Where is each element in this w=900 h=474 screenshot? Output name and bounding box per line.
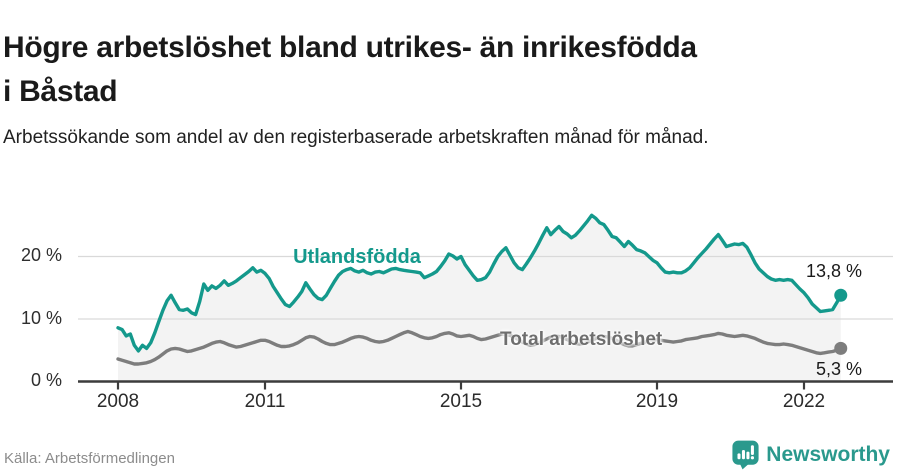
series-line-total-arbetsloshet bbox=[116, 329, 843, 366]
page-subtitle: Arbetssökande som andel av den registerb… bbox=[3, 127, 709, 148]
newsworthy-logo-icon bbox=[732, 440, 759, 470]
x-axis-label-2008: 2008 bbox=[96, 391, 140, 412]
x-axis-label-2019: 2019 bbox=[635, 391, 679, 412]
x-axis-label-2015: 2015 bbox=[439, 391, 483, 412]
y-axis-label-10: 10 % bbox=[20, 308, 62, 328]
series-line-utlandsfodda bbox=[116, 213, 843, 353]
series-label-utlandsfodda: Utlandsfödda bbox=[293, 246, 421, 268]
area-fill-utlandsfodda bbox=[118, 215, 841, 382]
end-value-label-total: 5,3 % bbox=[816, 359, 863, 379]
end-dot-utlandsfodda bbox=[834, 288, 848, 302]
line-chart bbox=[78, 213, 893, 390]
end-value-label-utlandsfodda: 13,8 % bbox=[806, 261, 863, 281]
x-axis-label-2022: 2022 bbox=[782, 391, 826, 412]
y-axis-label-20: 20 % bbox=[20, 245, 62, 265]
newsworthy-logo-text: Newsworthy bbox=[766, 443, 890, 466]
newsworthy-logo-link[interactable]: Newsworthy bbox=[732, 440, 890, 470]
x-axis-label-2011: 2011 bbox=[244, 391, 286, 412]
end-dot-total-arbetsloshet bbox=[834, 341, 848, 355]
page-title: Högre arbetslöshet bland utrikes- än inr… bbox=[3, 31, 697, 109]
y-axis-label-0: 0 % bbox=[30, 370, 62, 390]
series-label-total-arbetsloshet: Total arbetslöshet bbox=[500, 329, 663, 350]
source-credit: Källa: Arbetsförmedlingen bbox=[4, 450, 175, 467]
